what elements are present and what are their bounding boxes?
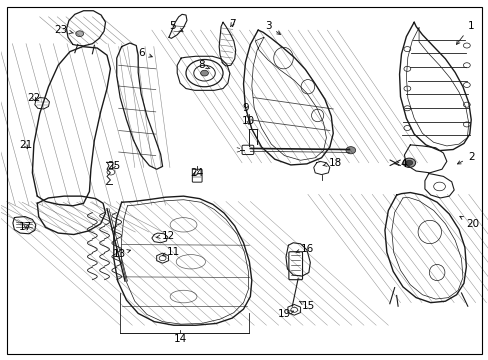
Text: 15: 15 (299, 301, 315, 311)
Text: 18: 18 (322, 158, 341, 168)
Text: 24: 24 (189, 168, 203, 178)
Text: 2: 2 (456, 152, 473, 164)
Circle shape (345, 147, 355, 154)
Circle shape (405, 160, 412, 165)
Text: 4: 4 (394, 159, 407, 169)
Text: 13: 13 (113, 248, 130, 258)
Text: 7: 7 (228, 19, 235, 29)
Circle shape (200, 70, 208, 76)
Text: 12: 12 (156, 231, 175, 240)
Text: 8: 8 (198, 60, 209, 70)
Text: 6: 6 (138, 48, 152, 58)
Text: 17: 17 (19, 222, 32, 232)
Text: 22: 22 (27, 93, 41, 103)
Circle shape (76, 31, 83, 37)
Text: 11: 11 (162, 247, 180, 257)
Text: 21: 21 (19, 140, 32, 150)
Circle shape (402, 158, 415, 167)
Text: 20: 20 (459, 216, 479, 229)
Text: 23: 23 (55, 25, 73, 35)
Text: 1: 1 (455, 21, 473, 44)
Text: 19: 19 (277, 310, 293, 319)
Text: 3: 3 (264, 21, 280, 35)
Text: 14: 14 (173, 333, 186, 343)
Text: 10: 10 (242, 116, 255, 126)
Text: 16: 16 (296, 244, 313, 254)
Text: 9: 9 (242, 103, 249, 119)
Text: 5: 5 (169, 21, 183, 31)
Text: 25: 25 (107, 161, 120, 171)
